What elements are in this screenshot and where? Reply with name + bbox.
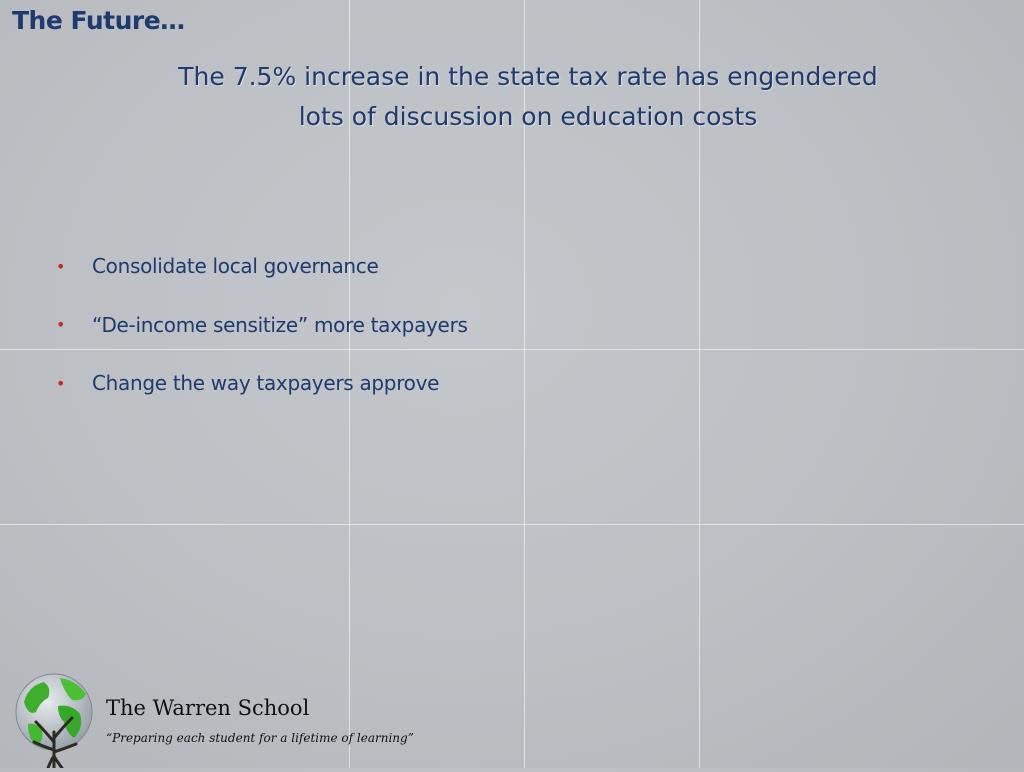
bullet-item: • Consolidate local governance (56, 237, 468, 296)
slide-subtitle: The 7.5% increase in the state tax rate … (110, 57, 946, 137)
subtitle-line: The 7.5% increase in the state tax rate … (178, 62, 878, 91)
bullet-text: Change the way taxpayers approve (92, 371, 440, 396)
grid-line (0, 349, 1024, 350)
bullet-list: • Consolidate local governance • “De-inc… (56, 237, 468, 413)
school-tagline: “Preparing each student for a lifetime o… (106, 731, 414, 745)
slide-title: The Future… (12, 6, 185, 35)
bullet-text: “De-income sensitize” more taxpayers (92, 312, 468, 337)
grid-line (524, 0, 525, 768)
bullet-item: • Change the way taxpayers approve (56, 354, 468, 413)
bullet-marker: • (56, 315, 66, 335)
subtitle-line: lots of discussion on education costs (298, 102, 758, 131)
grid-line (699, 0, 700, 768)
grid-line (0, 524, 1024, 525)
bullet-item: • “De-income sensitize” more taxpayers (56, 296, 468, 355)
bullet-marker: • (56, 373, 66, 393)
school-name: The Warren School (106, 696, 310, 720)
globe-tree-logo-icon (14, 672, 98, 770)
grid-line (349, 0, 350, 768)
bullet-marker: • (56, 256, 66, 276)
bullet-text: Consolidate local governance (92, 254, 379, 279)
